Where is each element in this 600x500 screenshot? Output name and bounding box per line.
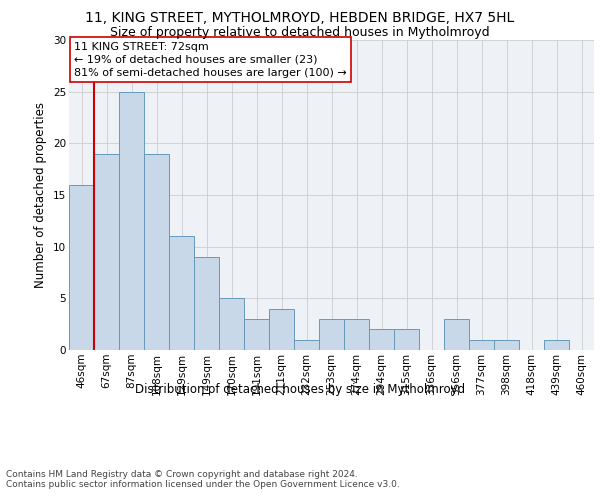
Bar: [544, 340, 569, 350]
Bar: [119, 92, 144, 350]
Bar: [344, 319, 369, 350]
Bar: [444, 319, 469, 350]
Bar: [219, 298, 244, 350]
Bar: [169, 236, 194, 350]
Text: Distribution of detached houses by size in Mytholmroyd: Distribution of detached houses by size …: [135, 382, 465, 396]
Bar: [69, 184, 94, 350]
Bar: [319, 319, 344, 350]
Y-axis label: Number of detached properties: Number of detached properties: [34, 102, 47, 288]
Text: 11 KING STREET: 72sqm
← 19% of detached houses are smaller (23)
81% of semi-deta: 11 KING STREET: 72sqm ← 19% of detached …: [74, 42, 347, 78]
Bar: [494, 340, 519, 350]
Bar: [294, 340, 319, 350]
Bar: [144, 154, 169, 350]
Bar: [244, 319, 269, 350]
Bar: [394, 330, 419, 350]
Bar: [469, 340, 494, 350]
Bar: [369, 330, 394, 350]
Text: 11, KING STREET, MYTHOLMROYD, HEBDEN BRIDGE, HX7 5HL: 11, KING STREET, MYTHOLMROYD, HEBDEN BRI…: [85, 11, 515, 25]
Bar: [94, 154, 119, 350]
Bar: [269, 308, 294, 350]
Text: Size of property relative to detached houses in Mytholmroyd: Size of property relative to detached ho…: [110, 26, 490, 39]
Bar: [194, 257, 219, 350]
Text: Contains HM Land Registry data © Crown copyright and database right 2024.
Contai: Contains HM Land Registry data © Crown c…: [6, 470, 400, 490]
